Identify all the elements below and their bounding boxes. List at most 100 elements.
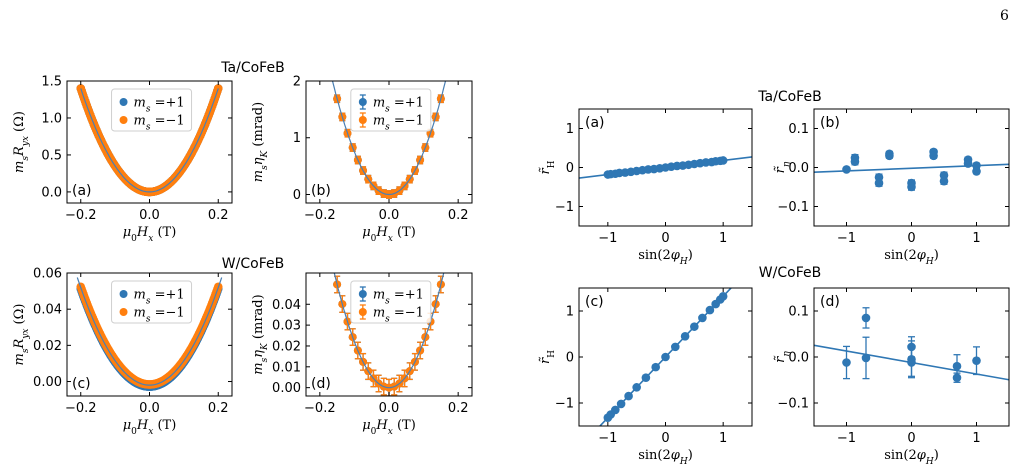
- x-tick-label: −0.2: [304, 208, 336, 223]
- y-tick-label: 0.5: [41, 148, 62, 163]
- legend-marker: [119, 308, 128, 316]
- legend-marker: [119, 290, 128, 298]
- left-group-title-w: W/CoFeB: [222, 256, 284, 272]
- right-group-title-ta: Ta/CoFeB: [757, 89, 821, 105]
- data-point: [850, 153, 860, 163]
- data-point: [861, 353, 871, 363]
- plot-area: [76, 84, 223, 197]
- chart-c-right: −1 0 1 −1 0 1 sin(2φH) r̃H (c): [538, 287, 753, 467]
- plot-area: [814, 147, 1009, 192]
- plot-area: [331, 81, 447, 199]
- x-axis-label: μ0Hx (T): [123, 418, 177, 437]
- legend-entry: ms =−1: [373, 306, 424, 325]
- chart-a-right: −1 0 1 −1 0 1 sin(2φH) r̃H (a): [538, 108, 753, 267]
- data-point: [680, 332, 690, 341]
- data-point: [929, 151, 938, 161]
- y-tick-label: 2: [293, 75, 301, 90]
- legend-box: [350, 280, 432, 324]
- x-tick-label: 1: [972, 231, 980, 246]
- y-tick-label: 0.0: [788, 351, 809, 366]
- legend-marker: [119, 116, 128, 124]
- data-point: [624, 391, 633, 401]
- y-tick-label: 0.00: [272, 381, 301, 396]
- y-tick-label: −1: [555, 200, 574, 215]
- data-point: [907, 358, 916, 367]
- x-axis-label: sin(2φH): [884, 448, 939, 467]
- model-curve: [333, 273, 445, 389]
- page-number: 6: [1000, 8, 1009, 24]
- y-tick-label: −0.1: [777, 200, 809, 215]
- y-tick-label: 0.04: [33, 303, 62, 318]
- model-curve: [80, 88, 219, 193]
- y-tick-label: 0.1: [788, 122, 809, 137]
- x-tick-label: 0.2: [208, 401, 229, 416]
- data-point: [842, 165, 851, 174]
- panel-label: (b): [820, 115, 840, 131]
- chart-c-left: −0.2 0.0 0.2 0.00 0.02 0.04 0.06 μ0Hx (T) msRyx …: [12, 267, 233, 437]
- legend-box: [350, 88, 432, 132]
- data-point: [632, 383, 641, 392]
- model-curve: [76, 277, 223, 386]
- y-tick-label: 0.0: [41, 185, 62, 200]
- legend-entry: ms =+1: [134, 288, 185, 307]
- data-point: [885, 149, 894, 159]
- data-point: [718, 156, 728, 165]
- y-tick-label: 0.04: [272, 298, 301, 313]
- data-point: [705, 305, 715, 315]
- x-tick-label: −1: [837, 431, 856, 446]
- y-tick-label: 0.06: [33, 267, 62, 282]
- data-point: [952, 361, 962, 371]
- legend-marker: [358, 98, 367, 106]
- y-tick-label: 0.01: [272, 360, 301, 375]
- data-point: [611, 405, 620, 415]
- data-point: [952, 373, 962, 383]
- y-tick-label: 0: [293, 188, 301, 203]
- y-tick-label: 1.0: [41, 111, 62, 126]
- y-tick-label: 0: [566, 351, 574, 366]
- x-tick-label: 0: [661, 431, 669, 446]
- x-tick-label: −0.2: [304, 401, 336, 416]
- x-tick-label: 0.2: [448, 208, 469, 223]
- legend-marker: [358, 116, 367, 124]
- chart-b-left: −0.2 0.0 0.2 0 1 2 μ0Hx (T) msηK (mrad) (b) ms =+…: [251, 75, 473, 244]
- y-tick-label: 0.03: [272, 319, 301, 334]
- x-tick-label: −0.2: [65, 208, 97, 223]
- legend-entry: ms =+1: [373, 288, 424, 307]
- y-tick-label: 0.0: [788, 161, 809, 176]
- plot-area: [333, 273, 445, 396]
- y-tick-label: −0.1: [777, 397, 809, 412]
- panel-label: (d): [311, 376, 331, 392]
- model-curve: [331, 81, 447, 196]
- legend-entry: ms =−1: [373, 114, 424, 133]
- y-axis-label: msηK (mrad): [251, 102, 270, 182]
- x-tick-label: 0: [907, 231, 915, 246]
- data-point: [861, 313, 871, 323]
- legend-box: [111, 280, 193, 324]
- panel-label: (c): [585, 294, 604, 310]
- x-tick-label: −0.2: [65, 401, 97, 416]
- right-group-title-w: W/CoFeB: [759, 265, 821, 281]
- legend-entry: ms =−1: [134, 114, 185, 133]
- y-tick-label: 1: [566, 122, 574, 137]
- y-axis-label: msηK (mrad): [251, 294, 270, 374]
- data-point: [661, 352, 670, 362]
- y-axis-label: r̃H: [538, 160, 557, 174]
- x-axis-label: sin(2φH): [638, 248, 693, 267]
- y-axis-label: msRyx (Ω): [12, 111, 31, 173]
- data-point: [671, 342, 680, 352]
- legend-box: [111, 88, 193, 132]
- panel-label: (a): [72, 183, 92, 199]
- x-tick-label: 0.0: [379, 401, 400, 416]
- y-axis-label: r̃H: [538, 350, 557, 364]
- data-point: [641, 373, 651, 383]
- y-axis-label: r̃η: [773, 161, 792, 173]
- legend-entry: ms =+1: [373, 96, 424, 115]
- x-tick-label: 0.2: [208, 208, 229, 223]
- y-axis-label: msRyx (Ω): [12, 304, 31, 366]
- left-group-title-ta: Ta/CoFeB: [220, 60, 284, 76]
- data-point: [972, 167, 981, 176]
- legend-marker: [119, 98, 128, 106]
- legend-marker: [358, 290, 367, 298]
- y-tick-label: 0.1: [788, 305, 809, 320]
